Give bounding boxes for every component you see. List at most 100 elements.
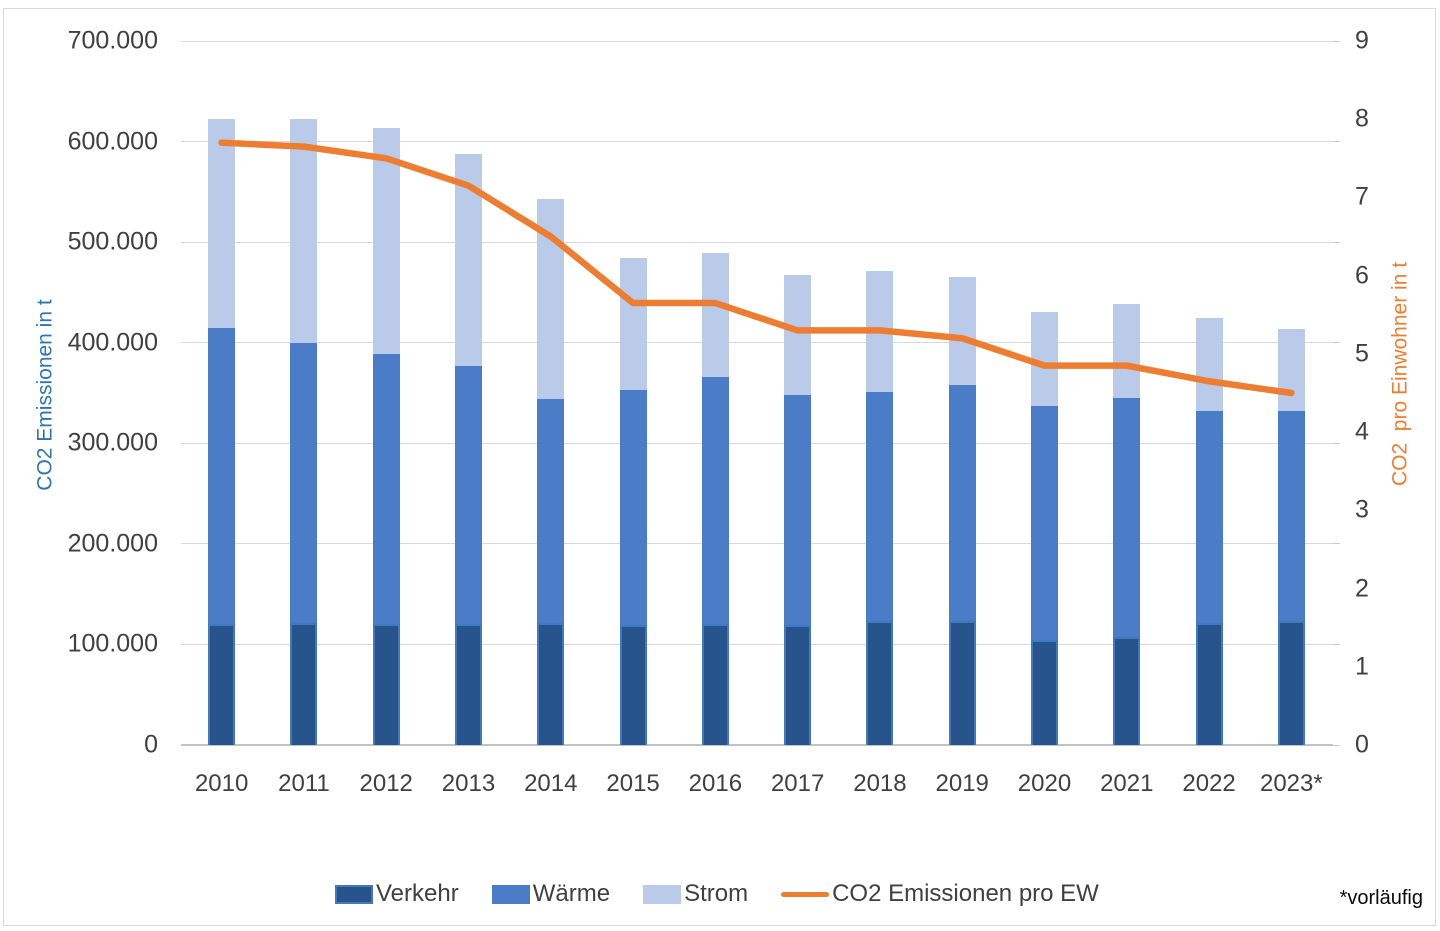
bar-segment-verkehr [1277,621,1305,745]
right-tick-label: 6 [1355,261,1369,290]
bar-segment-w-rme [948,384,976,622]
bar-segment-w-rme [784,395,812,626]
bar-segment-w-rme [1031,406,1058,641]
x-axis-label: 2015 [606,770,660,797]
right-tick-label: 7 [1355,182,1369,211]
legend-line-swatch [781,891,830,897]
bar-segment-verkehr [948,621,976,745]
legend-item-w-rme: Wärme [491,880,611,907]
right-axis-tick [1332,744,1340,746]
bar-segment-strom [537,198,565,400]
right-axis-tick [1332,442,1340,444]
legend-color-swatch [491,884,530,904]
x-axis-label: 2020 [1017,770,1072,797]
x-axis-label: 2011 [278,770,330,797]
bar-segment-w-rme [1195,411,1223,624]
bar-segment-strom [208,119,236,328]
right-tick-label: 5 [1355,339,1369,368]
gridline [180,342,1333,344]
bar-segment-verkehr [455,624,482,745]
x-axis-label: 2023* [1259,770,1323,797]
bar-segment-strom [619,258,647,390]
right-tick-label: 2 [1355,574,1369,603]
legend-label: Strom [684,880,749,907]
left-tick-label: 300.000 [67,428,158,457]
left-tick-label: 400.000 [67,328,158,357]
legend-item-co2-emissionen-pro-ew: CO2 Emissionen pro EW [781,882,1099,906]
gridline [180,643,1333,645]
bar-segment-w-rme [208,327,236,625]
right-axis-tick [1332,241,1340,243]
gridline [180,442,1333,444]
bar-segment-w-rme [1277,411,1305,622]
legend: Verkehr Wärme Strom CO2 Emissionen pro EW [335,882,1099,906]
x-axis-label: 2014 [524,770,578,797]
footnote: *vorläufig [1339,887,1423,909]
x-axis-label: 2013 [441,770,496,797]
legend-color-swatch [335,884,373,904]
right-tick-label: 1 [1355,652,1369,681]
bar-segment-w-rme [372,353,400,625]
bar-segment-verkehr [1031,640,1058,745]
left-axis-title: CO2 Emissionen in t [33,299,57,491]
bar-segment-w-rme [290,342,318,624]
legend-label: Verkehr [376,880,459,907]
left-tick-label: 200.000 [67,529,158,558]
left-tick-label: 600.000 [67,127,158,156]
gridline [180,241,1333,243]
bar-segment-w-rme [866,391,894,622]
gridline [180,543,1333,545]
bar-segment-strom [290,119,318,343]
legend-color-swatch [643,884,682,904]
x-axis-label: 2010 [194,770,249,797]
gridline [180,141,1333,143]
bar-segment-verkehr [866,621,894,745]
bar-segment-strom [372,128,400,354]
legend-label: CO2 Emissionen pro EW [832,880,1099,907]
left-tick-label: 700.000 [67,26,158,55]
right-axis-title: CO2 pro Einwohner in t [1388,261,1412,487]
bar-segment-verkehr [372,624,400,745]
right-axis-tick [1332,543,1340,545]
bar-segment-strom [701,253,729,377]
legend-label: Wärme [532,880,611,907]
x-axis-label: 2021 [1100,770,1154,797]
bar-segment-strom [455,153,482,366]
x-axis-label: 2022 [1182,770,1236,797]
bar-segment-strom [948,277,976,385]
left-tick-label: 500.000 [67,227,158,256]
x-axis-label: 2016 [688,770,743,797]
x-axis-label: 2018 [853,770,907,797]
bar-segment-verkehr [784,625,812,745]
left-tick-label: 100.000 [67,629,158,658]
right-tick-label: 8 [1355,104,1369,133]
right-axis-tick [1332,342,1340,344]
bar-segment-strom [1195,317,1223,412]
right-tick-label: 3 [1355,495,1369,524]
legend-item-verkehr: Verkehr [335,882,459,906]
bar-segment-verkehr [208,624,236,745]
bar-segment-w-rme [701,376,729,625]
bar-segment-w-rme [1113,398,1141,638]
bar-segment-strom [784,275,812,395]
bar-segment-verkehr [290,623,318,745]
gridline [180,40,1333,42]
right-tick-label: 0 [1355,730,1369,759]
x-axis-label: 2012 [359,770,413,797]
bar-segment-verkehr [1113,637,1141,745]
bar-segment-strom [1113,304,1141,399]
bar-segment-verkehr [701,624,729,745]
bar-segment-w-rme [537,399,565,624]
bar-segment-w-rme [619,389,647,626]
right-axis-tick [1332,40,1340,42]
bar-segment-w-rme [455,365,482,625]
right-axis-tick [1332,141,1340,143]
x-axis-label: 2017 [770,770,825,797]
bar-segment-strom [866,271,894,392]
bar-segment-strom [1031,311,1058,407]
bar-segment-strom [1277,328,1305,412]
gridline [180,744,1333,746]
bar-segment-verkehr [537,623,565,745]
right-axis-tick [1332,643,1340,645]
